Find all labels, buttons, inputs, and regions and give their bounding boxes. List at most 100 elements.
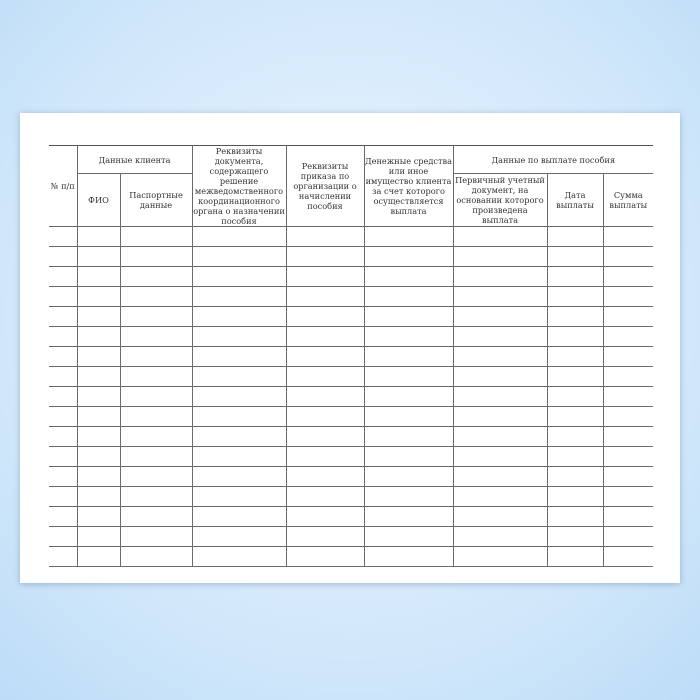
- table-cell: [191, 326, 287, 347]
- table-cell: [452, 326, 548, 347]
- table-cell: [76, 226, 121, 247]
- table-cell: [363, 286, 454, 307]
- table-cell: [285, 426, 365, 447]
- table-cell: [452, 486, 548, 507]
- table-cell: [49, 446, 78, 467]
- table-row: [49, 306, 654, 327]
- header-passport: Паспортные данные: [119, 173, 193, 227]
- table-cell: [546, 346, 604, 367]
- table-cell: [363, 346, 454, 367]
- table-cell: [119, 306, 193, 327]
- table-cell: [76, 366, 121, 387]
- table-cell: [49, 246, 78, 267]
- table-cell: [49, 426, 78, 447]
- table-cell: [602, 366, 654, 387]
- header-primary-doc: Первичный учетный документ, на основании…: [452, 173, 548, 227]
- table-cell: [119, 286, 193, 307]
- table-row: [49, 486, 654, 507]
- table-cell: [546, 426, 604, 447]
- table-cell: [191, 486, 287, 507]
- header-client: Данные клиента: [76, 144, 193, 175]
- table-cell: [546, 266, 604, 287]
- table-cell: [76, 526, 121, 547]
- table-row: [49, 466, 654, 487]
- table-cell: [602, 286, 654, 307]
- table-cell: [452, 346, 548, 367]
- table-cell: [452, 286, 548, 307]
- table-cell: [602, 326, 654, 347]
- table-cell: [546, 406, 604, 427]
- table-cell: [602, 386, 654, 407]
- table-cell: [49, 286, 78, 307]
- table-row: [49, 226, 654, 247]
- table-cell: [452, 426, 548, 447]
- table-cell: [602, 506, 654, 527]
- table-row: [49, 326, 654, 347]
- table-cell: [191, 546, 287, 567]
- table-row: [49, 526, 654, 547]
- table-cell: [602, 246, 654, 267]
- table-cell: [76, 286, 121, 307]
- header-fio: ФИО: [77, 173, 121, 227]
- table-cell: [602, 406, 654, 427]
- table-row: [49, 546, 654, 567]
- table-cell: [602, 526, 654, 547]
- table-cell: [49, 226, 78, 247]
- table-cell: [49, 266, 78, 287]
- table-cell: [49, 346, 78, 367]
- table-cell: [452, 386, 548, 407]
- table-cell: [602, 446, 654, 467]
- table-cell: [602, 466, 654, 487]
- table-row: [49, 366, 654, 387]
- table-cell: [452, 506, 548, 527]
- table-cell: [452, 466, 548, 487]
- header-decision-doc: Реквизиты документа, содержащего решение…: [191, 145, 287, 227]
- table-cell: [191, 226, 287, 247]
- table-cell: [452, 246, 548, 267]
- table-cell: [76, 426, 121, 447]
- table-cell: [119, 346, 193, 367]
- table-cell: [285, 266, 365, 287]
- table-cell: [363, 326, 454, 347]
- table-cell: [546, 526, 604, 547]
- table-row: [49, 286, 654, 307]
- table-cell: [285, 506, 365, 527]
- table-cell: [285, 366, 365, 387]
- table-cell: [76, 306, 121, 327]
- table-cell: [285, 546, 365, 567]
- table-cell: [191, 426, 287, 447]
- table-cell: [363, 406, 454, 427]
- table-cell: [76, 246, 121, 267]
- table-cell: [191, 466, 287, 487]
- table-cell: [119, 246, 193, 267]
- table-cell: [363, 526, 454, 547]
- table-cell: [546, 306, 604, 327]
- table-cell: [363, 506, 454, 527]
- header-payment: Данные по выплате пособия: [452, 144, 654, 175]
- table-cell: [119, 486, 193, 507]
- table-cell: [119, 526, 193, 547]
- table-cell: [546, 486, 604, 507]
- table-cell: [49, 326, 78, 347]
- table-cell: [546, 386, 604, 407]
- table-cell: [285, 466, 365, 487]
- table-cell: [49, 486, 78, 507]
- table-cell: [363, 546, 454, 567]
- table-cell: [76, 506, 121, 527]
- header-funds: Денежные средства или иное имущество кли…: [363, 145, 454, 227]
- table-cell: [452, 446, 548, 467]
- table-cell: [546, 366, 604, 387]
- table-cell: [363, 386, 454, 407]
- table-row: [49, 406, 654, 427]
- table-cell: [191, 246, 287, 267]
- table-cell: [285, 486, 365, 507]
- table-cell: [119, 366, 193, 387]
- table-cell: [191, 346, 287, 367]
- table-cell: [119, 266, 193, 287]
- table-cell: [49, 306, 78, 327]
- table-cell: [546, 446, 604, 467]
- table-cell: [602, 546, 654, 567]
- table-cell: [363, 366, 454, 387]
- header-num: № п/п: [49, 145, 78, 227]
- table-cell: [285, 286, 365, 307]
